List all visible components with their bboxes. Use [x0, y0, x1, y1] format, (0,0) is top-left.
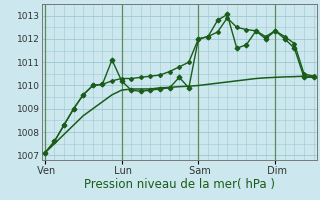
X-axis label: Pression niveau de la mer( hPa ): Pression niveau de la mer( hPa )	[84, 178, 275, 191]
